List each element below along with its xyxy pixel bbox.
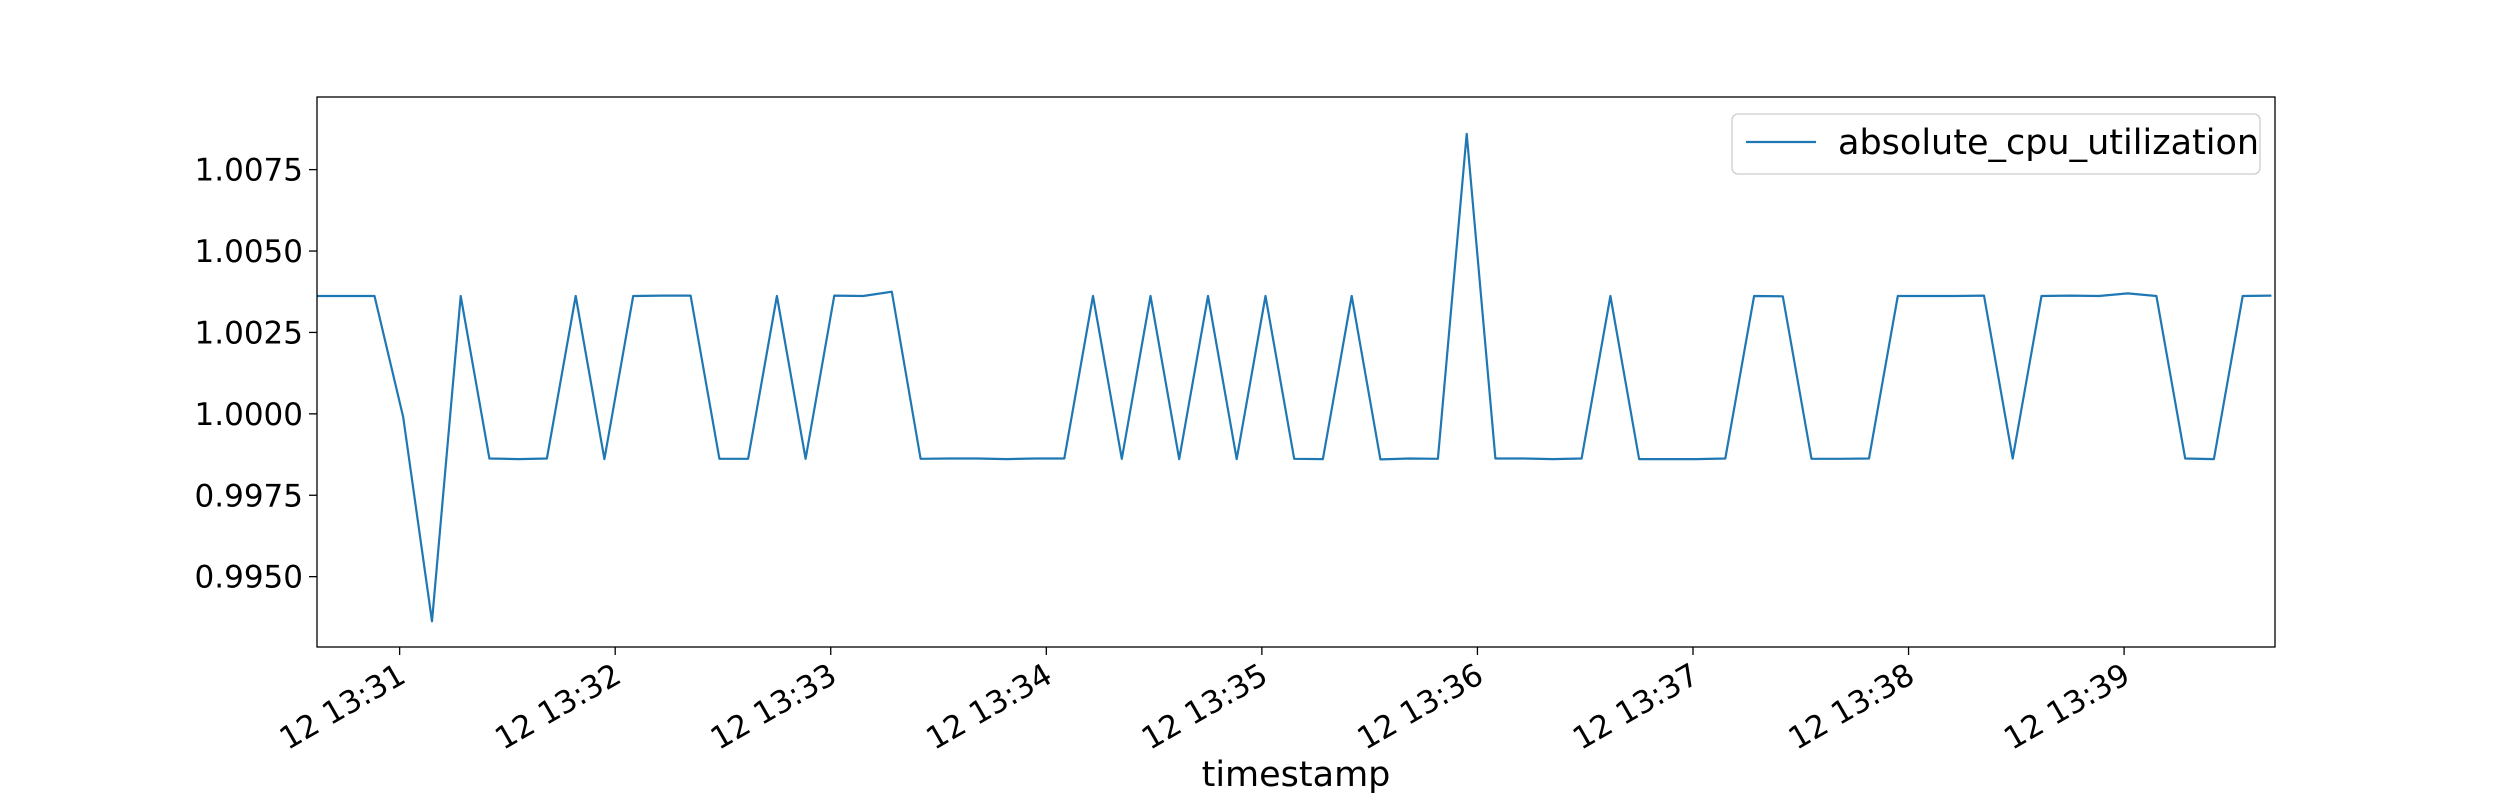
data-point (488, 457, 491, 460)
data-point (775, 295, 778, 298)
legend: absolute_cpu_utilization (1731, 113, 2261, 175)
x-tick-label: 12 13:36 (1351, 657, 1489, 757)
data-point (1494, 457, 1497, 460)
data-point (1436, 457, 1439, 460)
data-point (459, 295, 462, 298)
data-point (1149, 295, 1152, 298)
x-tick-label: 12 13:39 (1998, 657, 2136, 757)
x-tick-label: 12 13:34 (920, 657, 1058, 757)
data-point (1896, 295, 1899, 298)
data-point (718, 457, 721, 460)
data-point (1983, 294, 1986, 297)
data-point (402, 416, 405, 419)
data-point (574, 295, 577, 298)
data-point (431, 620, 434, 623)
data-point (603, 458, 606, 461)
y-tick-label: 1.0075 (195, 153, 303, 189)
data-point (1379, 458, 1382, 461)
x-axis-ticks: 12 13:31 12 13:32 12 13:33 12 13:34 12 13:35… (274, 647, 2136, 757)
data-point (1925, 295, 1928, 298)
data-point (948, 457, 951, 460)
data-point (689, 294, 692, 297)
x-tick-label: 12 13:38 (1782, 657, 1920, 757)
series-line-absolute-cpu-utilization (317, 132, 2272, 623)
plot-frame (316, 96, 2276, 648)
data-point (2270, 294, 2273, 297)
data-point (1580, 457, 1583, 460)
data-point (2155, 295, 2158, 298)
data-point (890, 290, 893, 293)
data-point (1063, 457, 1066, 460)
data-point (1638, 458, 1641, 461)
y-tick-label: 0.9975 (195, 478, 303, 514)
x-tick-label: 12 13:33 (705, 657, 843, 757)
y-tick-label: 0.9950 (195, 560, 303, 596)
data-point (919, 457, 922, 460)
data-point (1551, 458, 1554, 461)
data-point (862, 295, 865, 298)
data-point (2184, 457, 2187, 460)
y-tick-label: 1.0000 (195, 397, 303, 433)
data-point (1178, 458, 1181, 461)
data-point (1724, 457, 1727, 460)
data-point (344, 295, 347, 298)
x-axis-title: timestamp (1202, 755, 1391, 795)
data-point (1954, 295, 1957, 298)
data-point (1781, 295, 1784, 298)
y-tick-label: 1.0025 (195, 315, 303, 351)
data-point (2126, 292, 2129, 295)
data-point (1609, 295, 1612, 298)
data-point (2241, 295, 2244, 298)
data-point (2212, 458, 2215, 461)
data-point (2040, 295, 2043, 298)
data-point (747, 457, 750, 460)
data-point (1666, 458, 1669, 461)
data-point (1408, 457, 1411, 460)
series-points (316, 132, 2273, 623)
data-point (632, 295, 635, 298)
data-point (1753, 295, 1756, 298)
data-point (660, 294, 663, 297)
data-point (1868, 457, 1871, 460)
data-point (1092, 295, 1095, 298)
legend-box (1731, 113, 2261, 175)
data-point (977, 457, 980, 460)
data-point (804, 457, 807, 460)
data-point (1465, 132, 1468, 135)
y-axis-ticks: 0.9950 0.9975 1.0000 1.0025 1.0050 1.0075 (195, 153, 317, 596)
data-point (1264, 295, 1267, 298)
data-point (2069, 294, 2072, 297)
data-point (833, 294, 836, 297)
data-point (373, 295, 376, 298)
x-tick-label: 12 13:32 (489, 657, 627, 757)
x-tick-label: 12 13:35 (1136, 657, 1274, 757)
data-point (1235, 458, 1238, 461)
y-tick-label: 1.0050 (195, 234, 303, 270)
data-point (1005, 458, 1008, 461)
data-point (1810, 457, 1813, 460)
data-point (1321, 458, 1324, 461)
data-point (1523, 457, 1526, 460)
x-tick-label: 12 13:37 (1567, 657, 1705, 757)
x-tick-label: 12 13:31 (274, 657, 412, 757)
data-point (2011, 457, 2014, 460)
data-point (1839, 457, 1842, 460)
data-point (545, 457, 548, 460)
data-point (1350, 295, 1353, 298)
legend-label: absolute_cpu_utilization (1838, 123, 2259, 163)
data-point (1695, 458, 1698, 461)
data-point (2098, 295, 2101, 298)
data-point (1034, 457, 1037, 460)
data-point (1120, 457, 1123, 460)
data-point (1207, 295, 1210, 298)
data-point (1293, 457, 1296, 460)
data-point (517, 458, 520, 461)
